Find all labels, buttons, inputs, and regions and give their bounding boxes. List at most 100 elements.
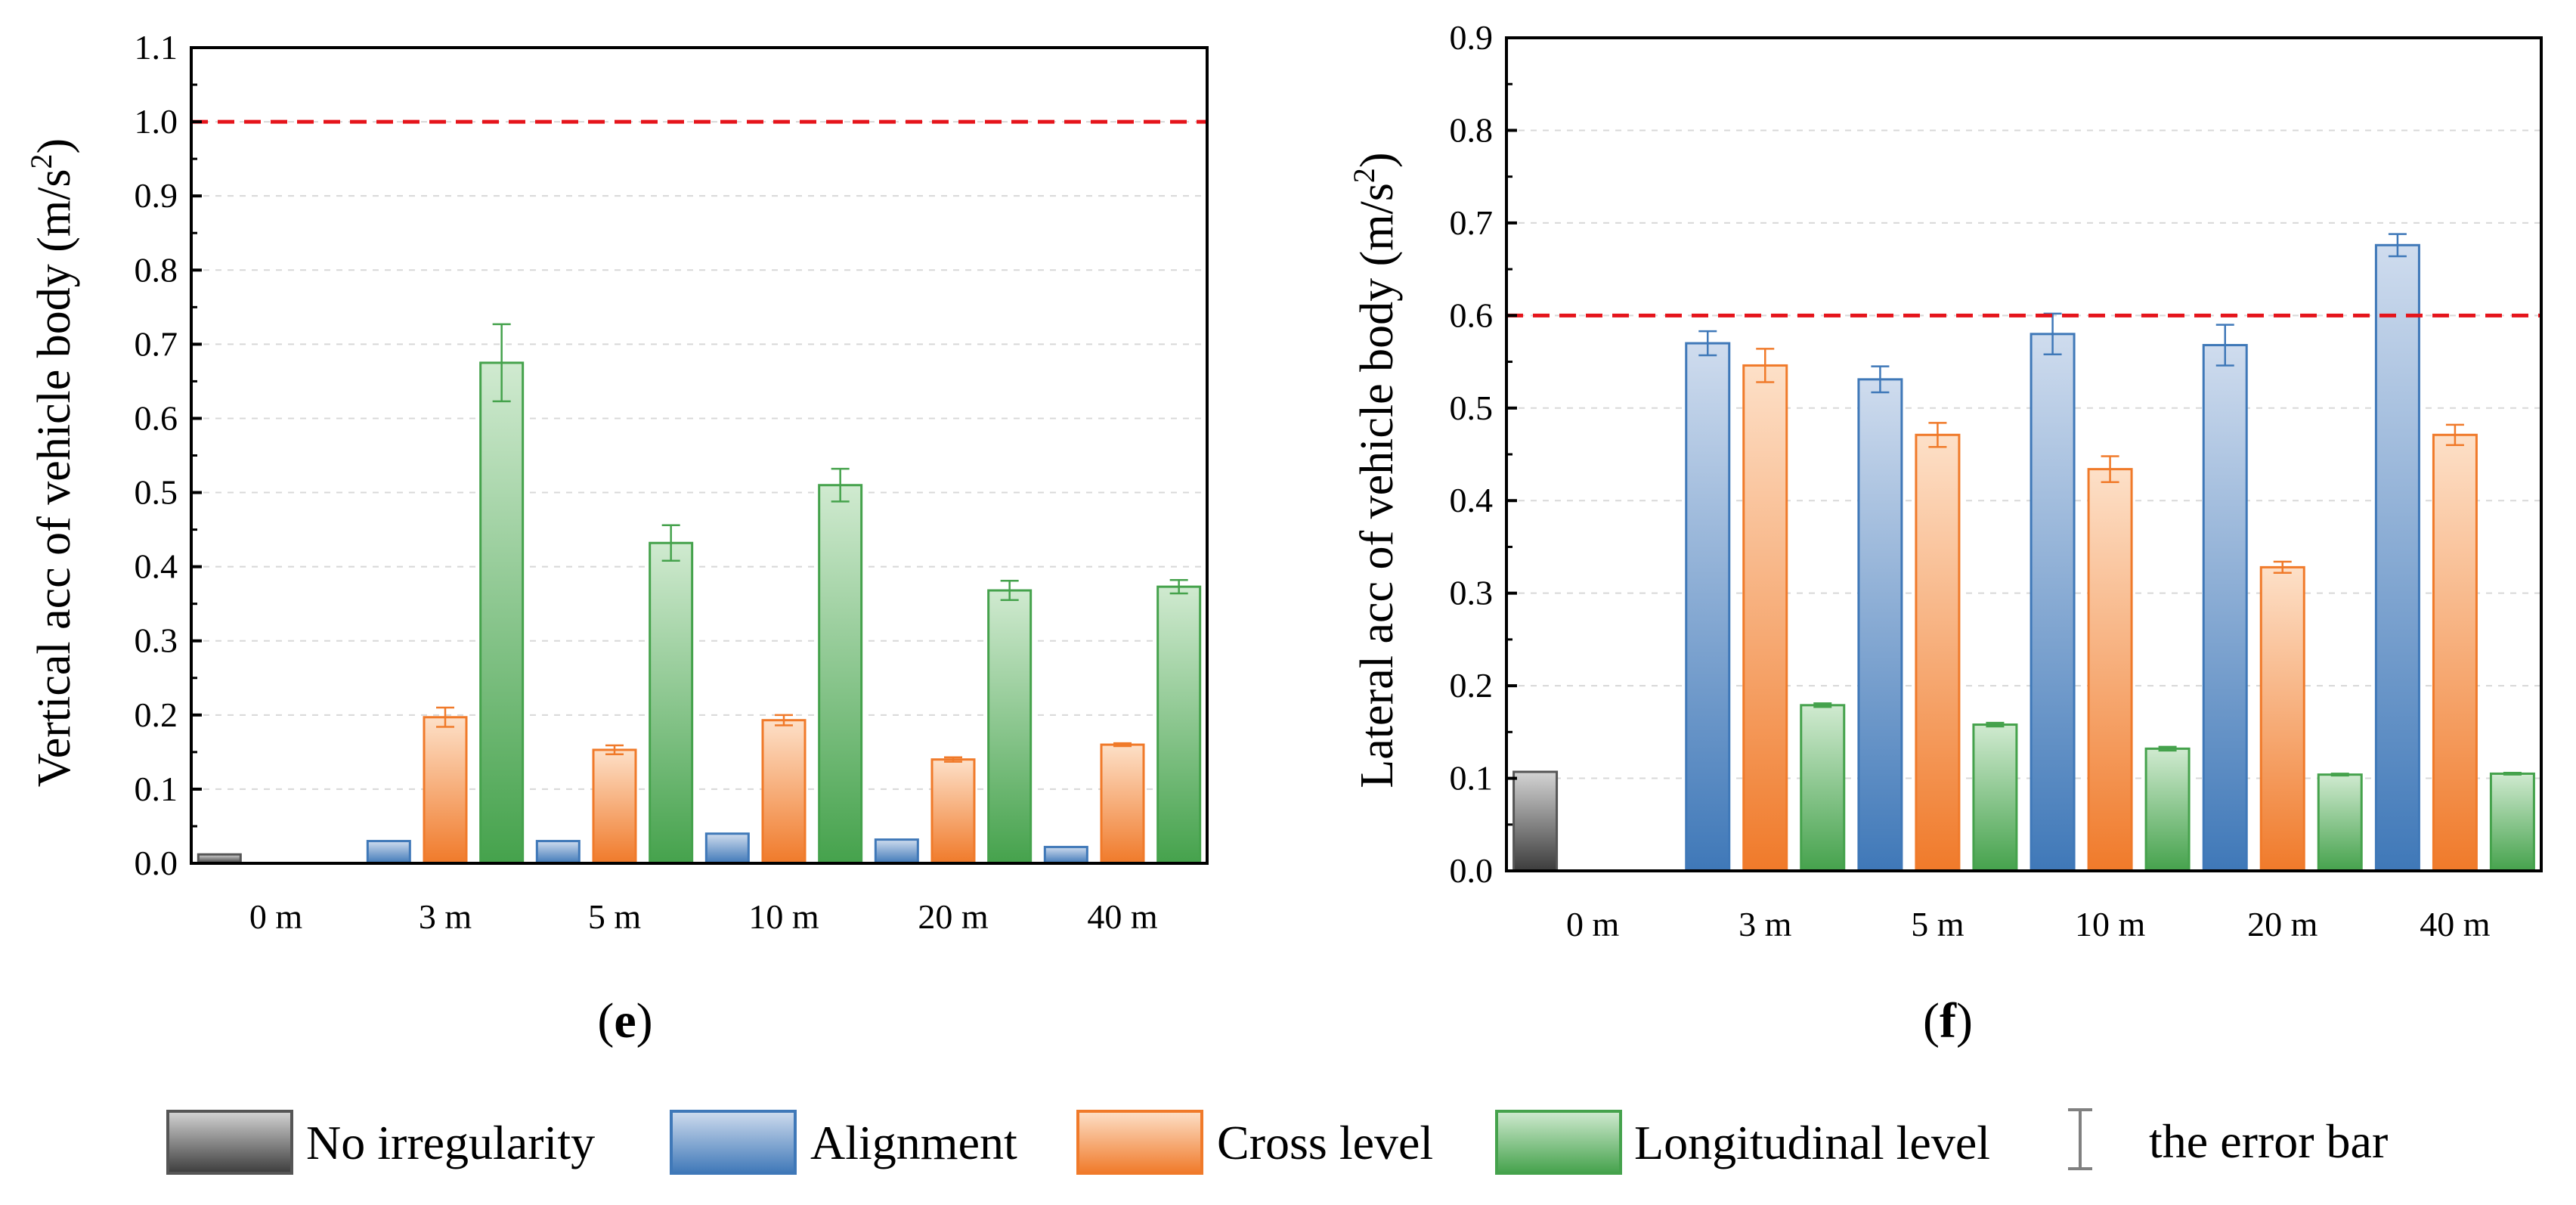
bar-cross-level [2432,433,2478,872]
legend-label-longitudinal-level: Longitudinal level [1634,1116,1990,1169]
bar-alignment [1685,342,1731,872]
e-x-axis-ticks: 0 m 3 m 5 m 10 m 20 m 40 m [249,897,1158,936]
bar-alignment-error-bar [2388,233,2407,258]
bar-longitudinal-level [2144,747,2191,872]
e-bars [197,323,1202,865]
y-tick-label: 0.4 [135,547,178,586]
legend-swatch-no-irregularity [166,1110,293,1175]
bar-cross-level-error-bar [775,714,793,726]
y-tick-label: 0.0 [135,844,178,882]
bar-longitudinal-level-error-bar [1986,721,2005,728]
bar-cross-level-error-bar [2101,455,2119,483]
legend-swatch-alignment [670,1110,797,1175]
bar-longitudinal-level [479,361,525,865]
bar-cross-level [592,748,637,865]
bar-longitudinal-level-error-bar [831,467,850,503]
bar-alignment [2202,344,2248,872]
e-plot-frame [190,46,1209,865]
y-tick-label: 0.4 [1450,481,1494,519]
bar-alignment [1043,845,1088,865]
bar-alignment [704,832,750,865]
bar-longitudinal-level-error-bar [1813,702,1832,708]
panel-e: 0.0 0.1 0.2 0.3 0.4 0.5 0.6 0.7 0.8 0.9 1.0 1.1 0 m… [24,28,1209,1049]
bar-cross-level [1915,433,1961,872]
bar-longitudinal-level [2489,772,2535,872]
bar-longitudinal-level-error-bar [1169,579,1188,595]
panel-f: 0.0 0.1 0.2 0.3 0.4 0.5 0.6 0.7 0.8 0.9 0 m 3 m 5 m… [1347,18,2543,1049]
f-y-axis-ticks: 0.0 0.1 0.2 0.3 0.4 0.5 0.6 0.7 0.8 0.9 [1450,18,1517,890]
y-tick-label: 0.5 [135,473,178,512]
y-tick-label: 0.5 [1450,389,1494,427]
y-tick-label: 0.7 [135,324,178,363]
y-tick-label: 1.0 [135,102,178,141]
bar-longitudinal-level [818,484,863,865]
legend-error-bar-icon [2068,1108,2092,1170]
x-tick-label: 5 m [1911,905,1965,943]
y-tick-label: 0.1 [135,770,178,808]
bar-alignment-error-bar [1871,365,1890,394]
legend-swatch-cross-level [1076,1110,1203,1175]
y-tick-label: 0.9 [1450,18,1494,57]
bar-alignment-error-bar [1698,330,1717,357]
bar-cross-level-error-bar [2445,423,2464,447]
bar-alignment-error-bar [2215,324,2234,367]
x-tick-label: 20 m [918,897,989,936]
bar-cross-level-error-bar [2273,560,2292,574]
bar-longitudinal-level-error-bar [2503,771,2522,776]
e-y-axis-title: Vertical acc of vehicle body (m/s2) [24,138,80,787]
bar-longitudinal-level [1156,585,1202,865]
x-tick-label: 3 m [1738,905,1792,943]
e-panel-label: (e) [597,993,652,1049]
legend-label-alignment: Alignment [810,1116,1017,1169]
f-y-axis-title: Lateral acc of vehicle body (m/s2) [1347,152,1403,788]
x-tick-label: 40 m [2420,905,2491,943]
y-tick-label: 0.1 [1450,759,1494,798]
bar-longitudinal-level-error-bar [492,323,511,403]
x-tick-label: 5 m [588,897,642,936]
bar-cross-level [2087,468,2133,872]
y-tick-label: 0.6 [135,398,178,437]
y-tick-label: 0.3 [135,621,178,660]
bar-longitudinal-level [649,541,694,865]
bar-longitudinal-level [2317,773,2363,872]
f-panel-label: (f) [1923,993,1973,1049]
e-gridlines [191,121,1207,790]
y-tick-label: 0.8 [1450,110,1494,149]
x-tick-label: 10 m [2075,905,2146,943]
y-tick-label: 0.7 [1450,203,1494,242]
bar-longitudinal-level-error-bar [2158,745,2177,752]
bar-cross-level-error-bar [436,706,454,728]
e-y-axis-ticks: 0.0 0.1 0.2 0.3 0.4 0.5 0.6 0.7 0.8 0.9 1.0 1.1 [135,28,202,882]
bar-cross-level-error-bar [1756,348,1775,383]
bar-longitudinal-level [1800,704,1846,872]
bar-alignment [535,840,581,865]
x-tick-label: 10 m [748,897,819,936]
legend-label-cross-level: Cross level [1217,1116,1433,1169]
bar-alignment [874,838,919,865]
bar-longitudinal-level [987,589,1033,865]
bar-cross-level [1100,743,1145,865]
f-bars [1512,233,2535,872]
y-tick-label: 0.8 [135,250,178,289]
bar-cross-level-error-bar [1113,742,1132,748]
y-tick-label: 1.1 [135,28,178,67]
x-tick-label: 20 m [2247,905,2318,943]
bar-alignment [2374,243,2420,872]
x-tick-label: 0 m [1566,905,1620,943]
f-gridlines [1506,129,2541,779]
x-tick-label: 3 m [419,897,472,936]
bar-cross-level [2259,565,2305,872]
y-tick-label: 0.2 [135,695,178,734]
bar-cross-level-error-bar [944,756,962,763]
bar-longitudinal-level-error-bar [2330,773,2349,777]
legend: No irregularity Alignment Cross level Lo… [166,1108,2388,1175]
legend-swatch-longitudinal-level [1495,1110,1622,1175]
y-tick-label: 0.9 [135,176,178,215]
y-tick-label: 0.3 [1450,574,1494,612]
x-tick-label: 40 m [1087,897,1158,936]
y-tick-label: 0.0 [1450,851,1494,890]
bar-alignment [2030,333,2076,872]
bar-longitudinal-level-error-bar [661,524,680,562]
bar-cross-level-error-bar [1928,422,1947,448]
